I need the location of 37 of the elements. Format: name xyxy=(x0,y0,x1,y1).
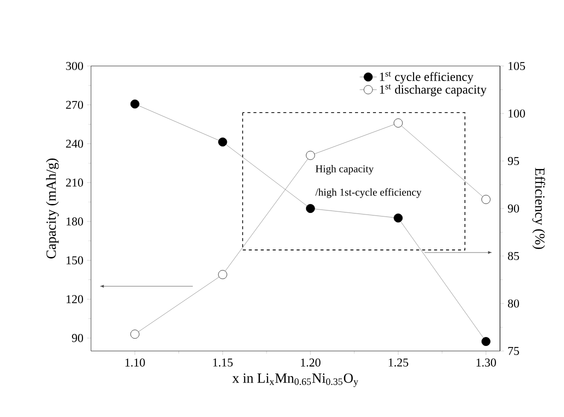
x-tick-label: 1.25 xyxy=(388,358,408,367)
y-tick-label: 120 xyxy=(66,295,84,304)
y2-tick-label: 75 xyxy=(508,347,520,355)
x-axis-title: x in Li$_{x}$Mn$_{0.65}$Ni$_{0.35}$O$_{y}$ xyxy=(232,373,358,387)
y-tick-label: 240 xyxy=(66,140,84,148)
x-tick-label: 1.10 xyxy=(125,358,145,367)
y2-tick-label: 100 xyxy=(508,109,525,118)
y2-tick-label: 85 xyxy=(508,252,520,260)
point xyxy=(130,100,140,108)
point xyxy=(394,118,403,128)
y2-tick-label: 80 xyxy=(508,299,520,308)
y-tick-label: 150 xyxy=(66,256,84,264)
point xyxy=(306,204,315,213)
point xyxy=(218,270,228,280)
x-tick-label: 1.20 xyxy=(301,358,320,367)
x-tick-label: 1.30 xyxy=(476,358,496,367)
y-tick-label: 300 xyxy=(66,62,84,70)
point xyxy=(481,194,490,204)
y2-tick-label: 105 xyxy=(508,62,525,70)
point xyxy=(218,138,228,146)
y-tick-label: 90 xyxy=(72,334,84,342)
legend-label: 1$^{st}$ discharge capacity xyxy=(380,84,487,96)
y2-tick-label: 95 xyxy=(508,156,520,166)
annotation: /high 1st-cycle efficiency xyxy=(315,188,422,198)
y-tick-label: 210 xyxy=(66,178,84,187)
point xyxy=(394,214,403,222)
point xyxy=(306,150,315,160)
y-axis-title: Capacity (mAh/g) xyxy=(46,158,59,258)
y-tick-label: 270 xyxy=(66,100,84,109)
point xyxy=(481,337,490,346)
legend-label: 1$^{st}$ cycle efficiency xyxy=(380,72,474,84)
y-tick-label: 180 xyxy=(66,217,84,226)
point xyxy=(130,330,140,339)
y2-axis-title: Efficiency (%) xyxy=(532,168,546,249)
x-tick-label: 1.15 xyxy=(213,358,233,367)
y2-tick-label: 90 xyxy=(508,204,520,213)
annotation: High capacity xyxy=(316,164,374,174)
